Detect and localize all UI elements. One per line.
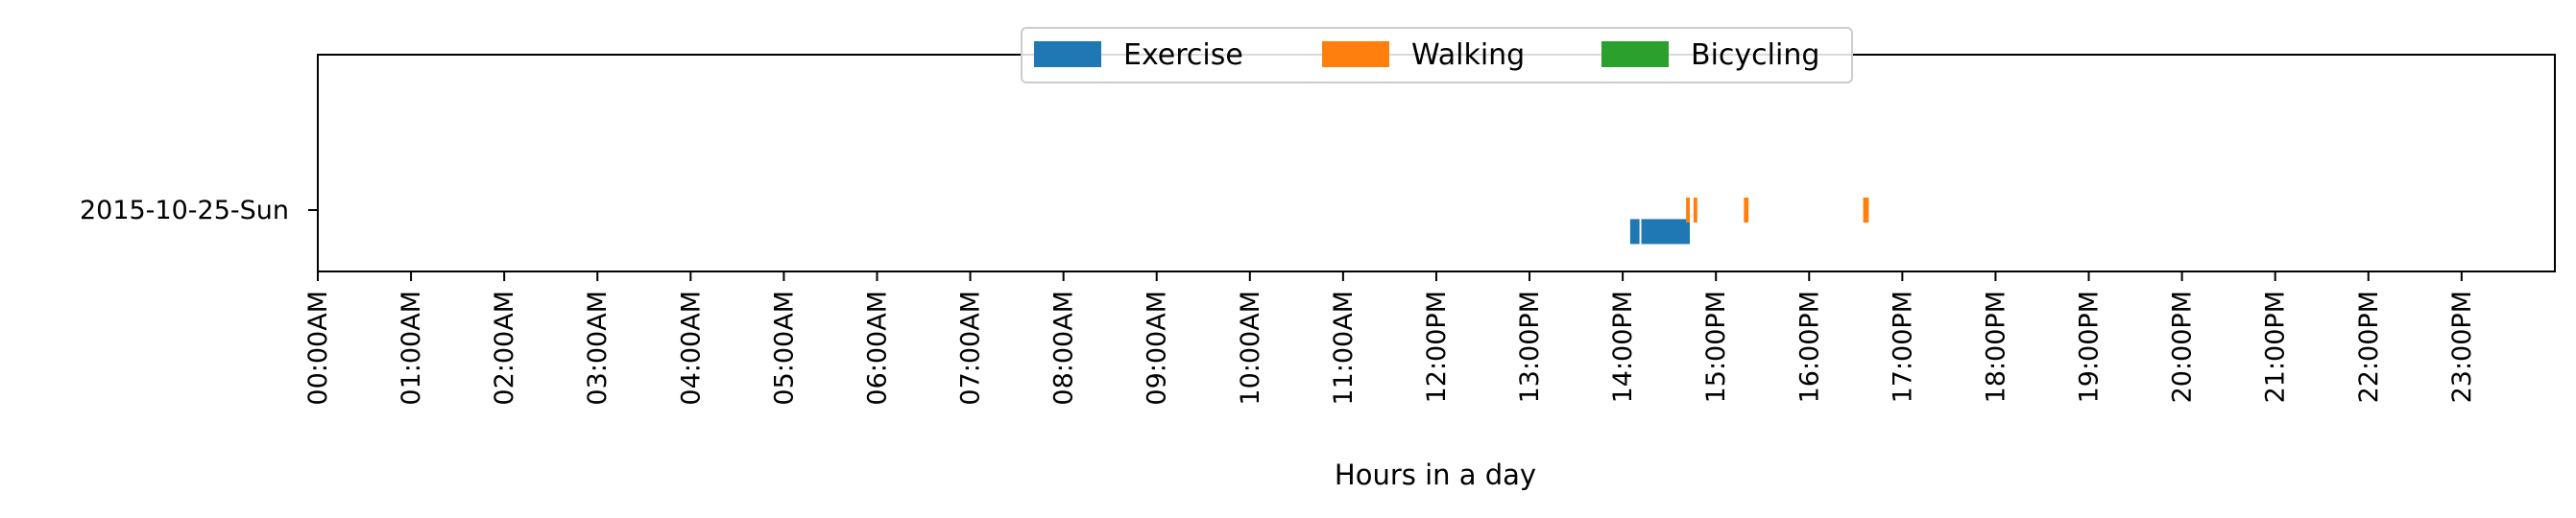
y-axis: 2015-10-25-Sun xyxy=(80,196,318,225)
x-axis: 00:00AM 01:00AM 02:00AM 03:00AM 04:00AM 05:00… xyxy=(303,271,2477,406)
x-tick-label: 23:00PM xyxy=(2447,291,2477,403)
walking-legend-label: Walking xyxy=(1411,38,1525,72)
legend: Exercise Walking Bicycling xyxy=(1021,27,1853,83)
x-tick-label: 00:00AM xyxy=(303,291,333,406)
walking-bar-0 xyxy=(1686,198,1691,223)
x-tick-label: 08:00AM xyxy=(1049,291,1079,406)
x-tick-label: 06:00AM xyxy=(862,291,892,406)
plot-area xyxy=(317,54,2556,272)
walking-legend-swatch xyxy=(1322,41,1389,67)
x-tick-label: 01:00AM xyxy=(397,291,426,406)
x-tick-label: 22:00PM xyxy=(2354,291,2384,403)
x-tick-label: 15:00PM xyxy=(1701,291,1731,403)
x-tick-label: 05:00AM xyxy=(769,291,799,406)
x-tick-label: 03:00AM xyxy=(583,291,613,406)
x-tick-label: 13:00PM xyxy=(1515,291,1545,403)
exercise-bar-1 xyxy=(1641,219,1691,245)
x-tick-label: 11:00AM xyxy=(1329,291,1359,406)
x-tick-label: 21:00PM xyxy=(2261,291,2291,403)
x-tick-label: 18:00PM xyxy=(1981,291,2010,403)
x-tick-label: 07:00AM xyxy=(956,291,986,406)
bicycling-legend-swatch xyxy=(1601,41,1669,67)
x-tick-label: 12:00PM xyxy=(1422,291,1452,403)
x-tick-label: 10:00AM xyxy=(1236,291,1265,406)
bicycling-legend-label: Bicycling xyxy=(1691,38,1819,72)
activity-bars xyxy=(1629,198,1869,245)
x-axis-label: Hours in a day xyxy=(1335,459,1536,491)
exercise-legend-label: Exercise xyxy=(1123,38,1243,72)
x-tick-label: 09:00AM xyxy=(1143,291,1172,406)
y-tick-label: 2015-10-25-Sun xyxy=(80,196,289,225)
x-tick-label: 20:00PM xyxy=(2168,291,2198,403)
x-tick-label: 16:00PM xyxy=(1794,291,1824,403)
x-tick-label: 19:00PM xyxy=(2075,291,2105,403)
x-tick-label: 17:00PM xyxy=(1888,291,1917,403)
exercise-legend-swatch xyxy=(1034,41,1101,67)
exercise-bar-0 xyxy=(1629,219,1640,245)
walking-bar-2 xyxy=(1744,198,1749,223)
x-tick-label: 14:00PM xyxy=(1608,291,1638,403)
x-tick-label: 04:00AM xyxy=(676,291,706,406)
walking-bar-1 xyxy=(1693,198,1697,223)
x-tick-label: 02:00AM xyxy=(490,291,519,406)
walking-bar-3 xyxy=(1863,198,1869,223)
